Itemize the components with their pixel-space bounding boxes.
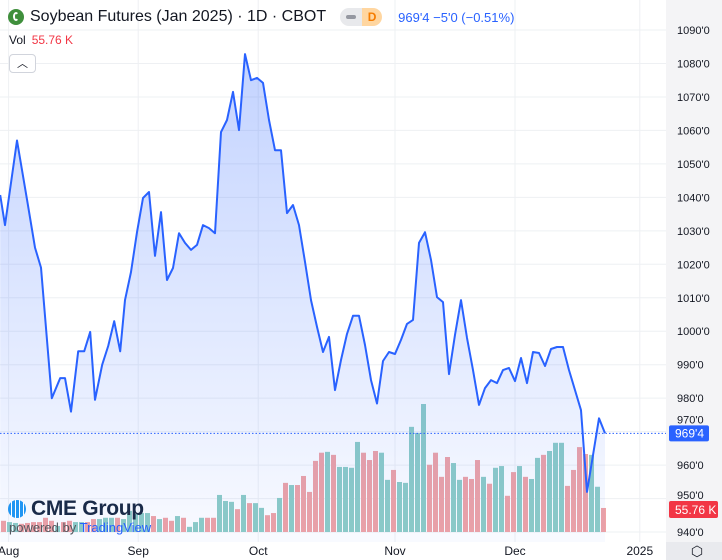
volume-label: Vol [9, 33, 26, 47]
quote-value: 969'4 −5'0 (−0.51%) [398, 9, 515, 25]
legend-header: Soybean Futures (Jan 2025) · 1D · CBOT D… [8, 7, 514, 27]
time-tick-label: Aug [0, 544, 19, 558]
price-tick-label: 1070'0 [677, 92, 710, 104]
price-tick-label: 1060'0 [677, 125, 710, 137]
volume-legend: Vol 55.76 K [9, 33, 73, 47]
price-line [0, 53, 606, 493]
axis-corner [666, 542, 722, 560]
price-tick-label: 1080'0 [677, 58, 710, 70]
time-tick-label: Dec [504, 544, 525, 558]
price-area-fill [0, 54, 605, 542]
volume-value: 55.76 K [31, 33, 74, 47]
collapse-legend-button[interactable]: ︿ [9, 54, 36, 73]
soybean-logo-icon [8, 9, 24, 25]
price-tick-label: 1010'0 [677, 293, 710, 305]
price-tick-label: 1090'0 [677, 25, 710, 37]
price-axis[interactable] [666, 0, 722, 542]
last-price-badge: 969'4 [669, 425, 709, 442]
time-axis-labels: Aug Sep Oct Nov Dec 2025 [0, 544, 653, 558]
powered-by-tradingview[interactable]: powered by TradingView [9, 520, 151, 535]
price-tick-label: 1040'0 [677, 192, 710, 204]
market-status-pill[interactable]: D [340, 8, 383, 26]
symbol-title[interactable]: Soybean Futures (Jan 2025) · 1D · CBOT [30, 8, 327, 25]
price-tick-label: 1020'0 [677, 259, 710, 271]
cme-group-logo[interactable]: CME Group [8, 497, 144, 521]
price-tick-label: 990'0 [677, 360, 704, 372]
price-tick-label: 970'0 [677, 414, 704, 426]
last-volume-badge: 55.76 K [669, 501, 718, 518]
price-tick-label: 940'0 [677, 527, 704, 539]
price-tick-label: 1050'0 [677, 159, 710, 171]
globe-icon [8, 500, 26, 518]
cme-group-text: CME Group [31, 497, 144, 520]
interval-badge: D [362, 8, 383, 26]
price-tick-label: 950'0 [677, 490, 704, 502]
price-tick-label: 980'0 [677, 393, 704, 405]
chevron-up-icon: ︿ [17, 58, 28, 70]
time-tick-label: Sep [128, 544, 150, 558]
powered-prefix: powered by [9, 520, 77, 535]
minus-icon [340, 8, 363, 26]
svg-text:55.76 K: 55.76 K [675, 503, 716, 517]
time-tick-label: Nov [384, 544, 405, 558]
svg-text:969'4: 969'4 [675, 426, 704, 440]
price-tick-label: 1000'0 [677, 326, 710, 338]
price-axis-labels: 1090'0 1080'0 1070'0 1060'0 1050'0 1040'0 1030… [677, 25, 710, 539]
time-tick-label: 2025 [626, 544, 653, 558]
tradingview-link[interactable]: TradingView [79, 520, 152, 535]
price-tick-label: 1030'0 [677, 226, 710, 238]
time-tick-label: Oct [249, 544, 268, 558]
settings-gear-icon[interactable]: ⬡ [690, 543, 704, 559]
price-tick-label: 960'0 [677, 460, 704, 472]
